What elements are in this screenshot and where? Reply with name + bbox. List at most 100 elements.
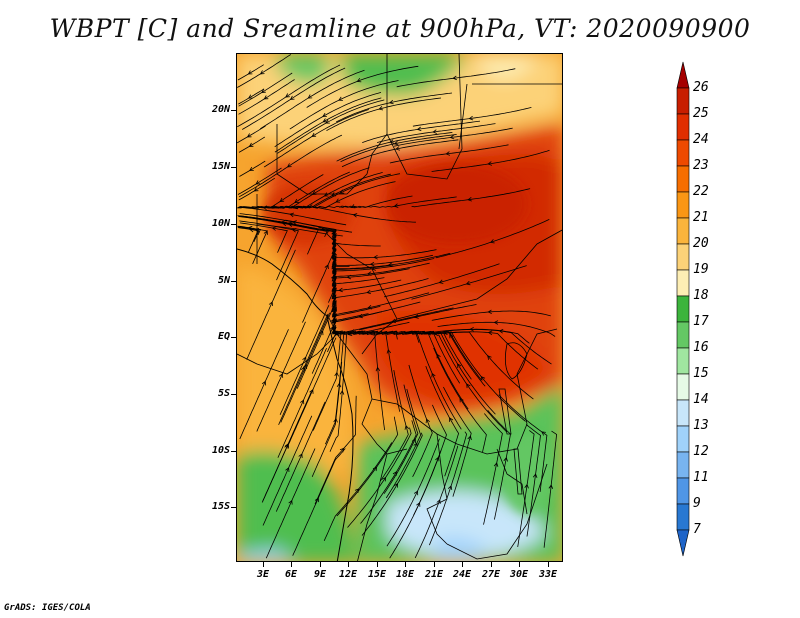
streamline	[336, 416, 399, 517]
streamline-arrow	[300, 399, 305, 405]
colorbar-label: 14	[693, 392, 709, 407]
lon-tick	[519, 562, 520, 567]
streamline-arrow	[468, 115, 474, 121]
streamline	[433, 331, 539, 370]
lat-label: 15S	[211, 501, 230, 512]
streamline-arrow	[311, 190, 317, 195]
colorbar-segment	[676, 295, 690, 323]
map-panel	[236, 53, 563, 562]
streamline-arrow	[263, 95, 269, 100]
colorbar-label: 11	[693, 470, 709, 485]
streamline	[280, 312, 330, 423]
streamline	[425, 365, 460, 477]
streamline-arrow	[416, 502, 421, 507]
streamline	[517, 430, 535, 547]
streamline-arrow	[289, 212, 295, 218]
streamline-arrow	[336, 382, 342, 388]
streamline	[259, 69, 365, 130]
streamline	[347, 427, 412, 528]
streamline	[331, 257, 435, 272]
streamline	[239, 329, 289, 440]
streamline	[292, 448, 346, 556]
streamline	[239, 160, 266, 177]
streamline-arrow	[335, 198, 341, 203]
streamline	[341, 139, 459, 168]
streamline	[336, 132, 453, 162]
streamline	[237, 125, 266, 144]
streamline-arrow	[291, 228, 297, 233]
streamline	[285, 219, 350, 267]
streamline-arrow	[249, 227, 254, 233]
streamline-arrow	[339, 390, 345, 395]
streamline	[239, 206, 347, 226]
streamline	[238, 216, 328, 238]
streamline	[298, 205, 416, 223]
streamline	[331, 309, 410, 336]
streamline	[336, 307, 454, 335]
streamline-arrow	[350, 204, 356, 209]
colorbar-segment	[676, 503, 690, 531]
streamline-arrow	[498, 329, 504, 334]
streamline	[435, 219, 550, 259]
colorbar-segment	[676, 477, 690, 505]
streamline	[286, 337, 337, 448]
streamline-arrow	[311, 132, 317, 137]
streamline-arrow	[279, 197, 285, 202]
lon-tick	[291, 562, 292, 567]
streamline	[384, 263, 500, 298]
streamline	[362, 120, 481, 143]
streamline	[238, 134, 343, 198]
streamline	[383, 384, 419, 494]
streamline-arrow	[432, 129, 437, 134]
streamline-arrow	[307, 94, 313, 99]
streamline	[326, 97, 442, 131]
colorbar-top-arrow	[676, 61, 690, 89]
streamline	[487, 410, 511, 520]
colorbar-segment	[676, 399, 690, 427]
streamline-arrow	[413, 490, 419, 496]
colorbar-segment	[676, 243, 690, 271]
streamlines	[237, 54, 558, 559]
streamline	[289, 80, 399, 130]
streamline-arrow	[298, 453, 303, 459]
streamline-arrow	[388, 99, 394, 105]
streamline-arrow	[378, 106, 384, 111]
streamline-arrow	[425, 418, 430, 424]
streamline	[408, 364, 433, 477]
streamline	[525, 424, 541, 537]
streamline	[240, 171, 350, 209]
streamline	[421, 330, 496, 415]
colorbar-label: 7	[693, 522, 701, 537]
streamline-arrow	[438, 279, 444, 284]
colorbar-segment	[676, 191, 690, 219]
streamline-arrow	[339, 447, 345, 453]
streamline-arrow	[278, 373, 284, 378]
streamline-arrow	[332, 306, 337, 312]
streamline	[543, 430, 558, 548]
lat-label: 10S	[211, 445, 230, 456]
streamline	[238, 177, 276, 201]
streamline-arrow	[280, 220, 286, 225]
streamline	[331, 278, 429, 299]
colorbar-label: 24	[693, 132, 709, 147]
streamline-arrow	[334, 331, 340, 336]
lat-label: 5N	[217, 275, 230, 286]
streamline	[360, 420, 417, 524]
streamline-arrow	[289, 95, 295, 100]
streamline-arrow	[449, 134, 455, 140]
lon-label: 18E	[395, 569, 415, 580]
colorbar-label: 9	[693, 496, 701, 511]
lon-tick	[263, 562, 264, 567]
streamline	[431, 310, 551, 321]
streamline-arrow	[247, 94, 253, 99]
streamline	[431, 149, 550, 172]
lon-label: 3E	[256, 569, 270, 580]
streamline	[498, 394, 548, 492]
streamline-arrow	[324, 264, 329, 270]
colorbar-segment	[676, 165, 690, 193]
streamline	[331, 324, 420, 343]
streamline	[411, 188, 531, 208]
streamline-arrow	[416, 126, 422, 132]
streamline-arrow	[467, 435, 472, 441]
streamline	[396, 68, 516, 88]
